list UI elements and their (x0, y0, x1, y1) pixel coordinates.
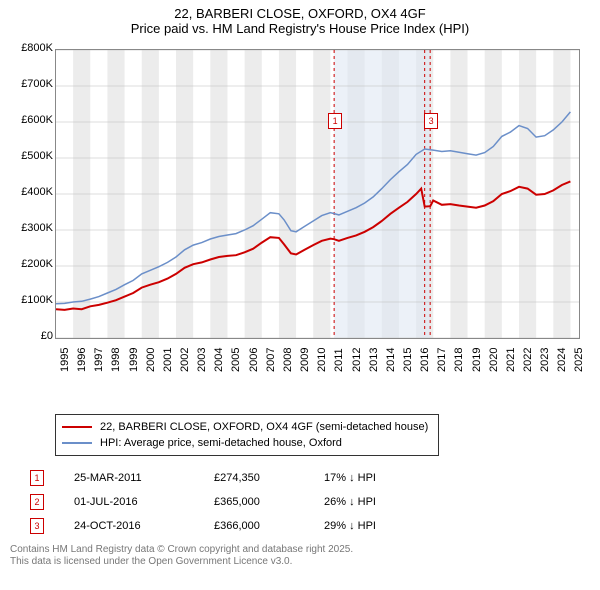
y-tick-label: £100K (10, 294, 53, 306)
x-tick-label: 1996 (76, 348, 88, 372)
x-tick-label: 2010 (316, 348, 328, 372)
sale-price: £274,350 (214, 472, 324, 484)
sale-marker: 2 (30, 494, 44, 510)
x-tick-label: 2001 (162, 348, 174, 372)
x-tick-label: 1999 (128, 348, 140, 372)
x-tick-label: 2009 (299, 348, 311, 372)
footer: Contains HM Land Registry data © Crown c… (10, 544, 600, 568)
legend-row: HPI: Average price, semi-detached house,… (62, 435, 432, 451)
x-tick-label: 2020 (488, 348, 500, 372)
x-tick-label: 2019 (471, 348, 483, 372)
x-tick-label: 2000 (145, 348, 157, 372)
x-tick-label: 2022 (522, 348, 534, 372)
x-tick-label: 2008 (282, 348, 294, 372)
sale-price: £366,000 (214, 520, 324, 532)
x-tick-label: 1998 (110, 348, 122, 372)
legend-label: 22, BARBERI CLOSE, OXFORD, OX4 4GF (semi… (100, 421, 428, 433)
chart-marker-3: 3 (424, 113, 438, 129)
plot-svg (56, 50, 579, 338)
x-tick-label: 2014 (385, 348, 397, 372)
sale-date: 25-MAR-2011 (74, 472, 214, 484)
sale-pct: 26% ↓ HPI (324, 496, 424, 508)
x-tick-label: 2011 (333, 348, 345, 372)
x-tick-label: 2006 (248, 348, 260, 372)
x-tick-label: 2007 (265, 348, 277, 372)
y-tick-label: £700K (10, 78, 53, 90)
title-address: 22, BARBERI CLOSE, OXFORD, OX4 4GF (0, 6, 600, 21)
sale-marker: 1 (30, 470, 44, 486)
chart-marker-1: 1 (328, 113, 342, 129)
sale-row: 2 01-JUL-2016£365,00026% ↓ HPI (30, 490, 600, 514)
y-tick-label: £0 (10, 330, 53, 342)
x-tick-label: 2002 (179, 348, 191, 372)
legend: 22, BARBERI CLOSE, OXFORD, OX4 4GF (semi… (55, 414, 439, 456)
y-tick-label: £300K (10, 222, 53, 234)
sale-pct: 17% ↓ HPI (324, 472, 424, 484)
sales-table: 1 25-MAR-2011£274,35017% ↓ HPI 2 01-JUL-201… (30, 466, 600, 538)
x-tick-label: 2015 (402, 348, 414, 372)
sale-price: £365,000 (214, 496, 324, 508)
x-tick-label: 2003 (196, 348, 208, 372)
sale-pct: 29% ↓ HPI (324, 520, 424, 532)
x-tick-label: 2018 (453, 348, 465, 372)
legend-row: 22, BARBERI CLOSE, OXFORD, OX4 4GF (semi… (62, 419, 432, 435)
x-tick-label: 2004 (213, 348, 225, 372)
y-tick-label: £600K (10, 114, 53, 126)
y-tick-label: £500K (10, 150, 53, 162)
x-tick-label: 2013 (368, 348, 380, 372)
x-tick-label: 2016 (419, 348, 431, 372)
y-tick-label: £200K (10, 258, 53, 270)
chart-container: 22, BARBERI CLOSE, OXFORD, OX4 4GF Price… (0, 0, 600, 568)
x-tick-label: 2021 (505, 348, 517, 372)
x-tick-label: 2005 (230, 348, 242, 372)
legend-swatch (62, 442, 92, 444)
sale-marker: 3 (30, 518, 44, 534)
plot-area: 13 (55, 49, 580, 339)
footer-line1: Contains HM Land Registry data © Crown c… (10, 544, 600, 556)
footer-line2: This data is licensed under the Open Gov… (10, 556, 600, 568)
legend-swatch (62, 426, 92, 428)
title-subtitle: Price paid vs. HM Land Registry's House … (0, 21, 600, 36)
y-tick-label: £800K (10, 42, 53, 54)
chart-area: £0 £100K £200K £300K £400K £500K £600K £700K £80… (10, 44, 590, 374)
title-block: 22, BARBERI CLOSE, OXFORD, OX4 4GF Price… (0, 0, 600, 36)
x-axis-labels: 1995 1996 1997 1998 1999 2000 2001 2002 2003 2004… (55, 344, 580, 374)
sale-date: 01-JUL-2016 (74, 496, 214, 508)
x-tick-label: 2025 (573, 348, 585, 372)
sale-date: 24-OCT-2016 (74, 520, 214, 532)
y-tick-label: £400K (10, 186, 53, 198)
x-tick-label: 2024 (556, 348, 568, 372)
legend-label: HPI: Average price, semi-detached house,… (100, 437, 342, 449)
sale-row: 1 25-MAR-2011£274,35017% ↓ HPI (30, 466, 600, 490)
x-tick-label: 1997 (93, 348, 105, 372)
x-tick-label: 2012 (351, 348, 363, 372)
x-tick-label: 2023 (539, 348, 551, 372)
x-tick-label: 2017 (436, 348, 448, 372)
x-tick-label: 1995 (59, 348, 71, 372)
sale-row: 3 24-OCT-2016£366,00029% ↓ HPI (30, 514, 600, 538)
